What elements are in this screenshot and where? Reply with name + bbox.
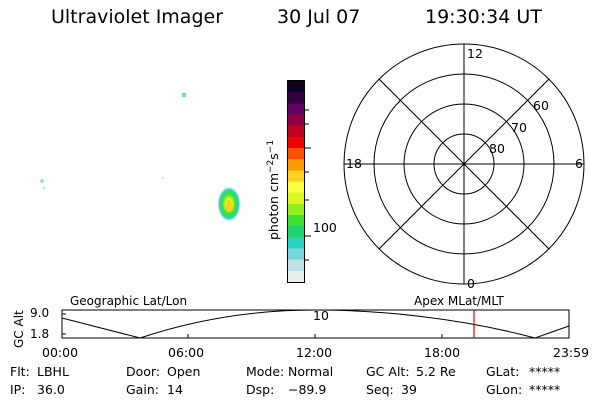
- info-glon-label: GLon:: [486, 382, 523, 397]
- mlt-label-18: 18: [346, 156, 362, 171]
- colorbar: [287, 80, 305, 283]
- timeline-y-tick-9: 9.0: [30, 306, 50, 320]
- timeline-y-tick-1-8: 1.8: [30, 327, 50, 341]
- aurora-emission-core: [226, 200, 232, 212]
- colorbar-tick-100: 100: [313, 220, 337, 235]
- timeline-x-tick-0600: 06:00: [168, 345, 205, 360]
- info-seq-value: 39: [401, 382, 417, 397]
- info-dsp-label: Dsp:: [246, 382, 275, 397]
- info-glon-value: *****: [529, 382, 561, 397]
- info-glat-label: GLat:: [486, 364, 520, 379]
- colorbar-ticks: 100 10: [305, 80, 345, 323]
- mlt-label-12: 12: [467, 46, 483, 61]
- info-door-value: Open: [167, 364, 201, 379]
- emission-speck: [40, 179, 44, 183]
- info-flt-label: Flt:: [10, 364, 30, 379]
- info-dsp-value: −89.9: [288, 382, 327, 397]
- timeline-x-tick-1800: 18:00: [424, 345, 461, 360]
- emission-speck: [42, 186, 46, 190]
- info-mode-value: Normal: [288, 364, 334, 379]
- info-ip-value: 36.0: [37, 382, 65, 397]
- info-gain-label: Gain:: [126, 382, 159, 397]
- info-seq-label: Seq:: [366, 382, 394, 397]
- lat-label-60: 60: [533, 98, 549, 113]
- info-door-label: Door:: [126, 364, 161, 379]
- instrument-title: Ultraviolet Imager: [51, 6, 224, 28]
- timeline-x-tick-2359: 23:59: [553, 345, 590, 360]
- timeline-right-title: Apex MLat/MLT: [414, 294, 504, 308]
- altitude-curve: [61, 309, 570, 339]
- info-gcalt-value: 5.2 Re: [416, 364, 456, 379]
- lat-label-80: 80: [489, 141, 505, 156]
- observation-time: 19:30:34 UT: [425, 6, 542, 28]
- lat-label-70: 70: [511, 120, 527, 135]
- timeline-frame: [61, 309, 570, 339]
- timeline-x-tick-1200: 12:00: [296, 345, 333, 360]
- observation-date: 30 Jul 07: [277, 6, 361, 28]
- polar-diagonal: [378, 78, 550, 250]
- colorbar-tick-10: 10: [313, 308, 329, 323]
- info-mode-label: Mode:: [246, 364, 285, 379]
- emission-speck: [161, 176, 165, 180]
- mlt-label-0: 0: [467, 276, 475, 291]
- info-gcalt-label: GC Alt:: [366, 364, 410, 379]
- info-ip-label: IP:: [10, 382, 26, 397]
- info-glat-value: *****: [529, 364, 561, 379]
- timeline-left-title: Geographic Lat/Lon: [70, 294, 188, 308]
- emission-speck: [181, 92, 187, 98]
- info-flt-value: LBHL: [37, 364, 69, 379]
- mlt-label-6: 6: [575, 156, 583, 171]
- timeline-x-tick-0000: 00:00: [42, 345, 79, 360]
- info-gain-value: 14: [167, 382, 183, 397]
